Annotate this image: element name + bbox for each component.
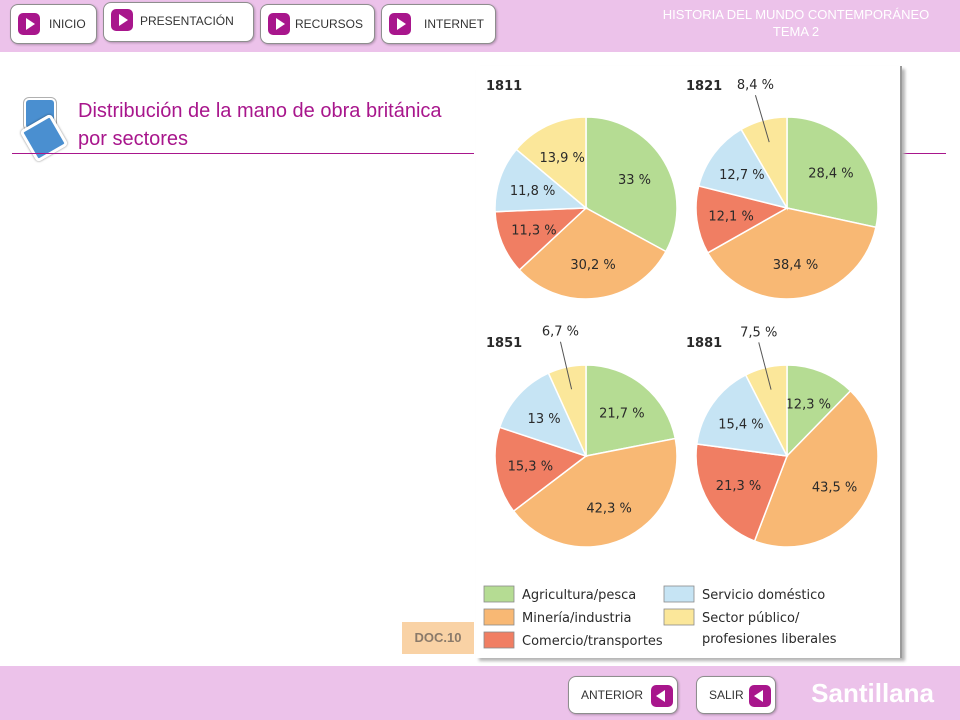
slice-label: 21,3 % [716,479,761,494]
nav-button-recursos[interactable]: RECURSOS [260,4,375,44]
brand-logo: Santillana [811,678,934,708]
slice-label: 13 % [528,412,561,427]
pie-slice [786,116,879,229]
doc-label: DOC.10 [402,622,474,654]
slice-label: 33 % [618,173,651,188]
pie-slice [518,207,667,300]
legend-swatch [483,631,515,649]
bottom-bar: ANTERIOR SALIR Santillana [0,666,960,720]
nav-label: INICIO [49,17,86,31]
slice-label: 43,5 % [812,480,857,495]
course-subtitle-line: TEMA 2 [772,24,820,39]
slice-label: 13,9 % [539,151,584,166]
pie-title: 1881 [686,336,722,351]
slice-label: 7,5 % [740,325,777,340]
pie-slice [515,116,587,210]
pie-slice [697,128,789,210]
exit-button[interactable]: SALIR [696,676,776,714]
play-icon [18,13,40,35]
leader-line [559,341,573,390]
legend-label: Minería/industria [522,611,632,626]
pie-slice [695,373,789,457]
slice-label: 11,8 % [510,184,555,199]
course-title: HISTORIA DEL MUNDO CONTEMPORÁNEO TEMA 2 [646,6,946,40]
legend-swatch [663,608,695,626]
legend-label: Servicio doméstico [702,588,825,603]
nav-label: PRESENTACIÓN [140,14,234,28]
legend-swatch [663,585,695,603]
leader-line [754,95,770,143]
document-icon [19,96,70,163]
pie-slice [786,364,852,458]
legend-label: Sector público/ [702,611,800,626]
nav-button-presentacion[interactable]: PRESENTACIÓN [103,2,254,42]
slice-label: 6,7 % [542,325,579,340]
slice-label: 30,2 % [570,258,615,273]
legend-label: profesiones liberales [702,632,837,647]
slice-label: 12,3 % [786,398,831,413]
pie-title: 1811 [486,79,522,94]
pie-slice [498,372,588,458]
page-title: Distribución de la mano de obra británic… [78,100,442,150]
slice-label: 42,3 % [586,501,631,516]
slice-label: 15,3 % [508,459,553,474]
back-icon [749,685,771,707]
pie-slice [753,389,879,548]
pie-slice [494,426,588,513]
play-icon [389,13,411,35]
play-icon [111,9,133,31]
top-bar: INICIO PRESENTACIÓN RECURSOS INTERNET HI… [0,0,960,52]
nav-label: INTERNET [424,17,484,31]
pie-slice [512,437,678,548]
pie-slice [494,207,588,272]
legend-swatch [483,608,515,626]
pie-slice [494,148,588,213]
pie-charts-svg: 1811 33 % 30,2 % 11,3 % 11,8 % 13,9 % 1821 28,4… [483,78,879,649]
previous-button[interactable]: ANTERIOR [568,676,678,714]
slice-label: 38,4 % [773,258,818,273]
legend-label: Agricultura/pesca [522,588,636,603]
nav-label: RECURSOS [295,17,364,31]
slice-label: 11,3 % [511,224,556,239]
slice-label: 12,1 % [708,210,753,225]
slice-label: 12,7 % [719,168,764,183]
course-title-line: HISTORIA DEL MUNDO CONTEMPORÁNEO [662,7,930,22]
slice-label: 8,4 % [737,78,774,93]
legend-swatch [483,585,515,603]
slice-label: 28,4 % [808,167,853,182]
leader-line [758,342,772,390]
divider [12,153,474,154]
pie-charts-figure: 1811 33 % 30,2 % 11,3 % 11,8 % 13,9 % 1821 28,4… [476,66,902,658]
pie-slice [585,116,678,253]
divider [900,153,946,154]
pie-title: 1821 [686,79,722,94]
back-icon [651,685,673,707]
previous-label: ANTERIOR [581,688,644,702]
pie-slice [695,443,789,542]
slice-label: 15,4 % [718,417,763,432]
play-icon [268,13,290,35]
pie-title: 1851 [486,336,522,351]
nav-button-inicio[interactable]: INICIO [10,4,97,44]
nav-button-internet[interactable]: INTERNET [381,4,496,44]
legend-label: Comercio/transportes [522,634,663,649]
slice-label: 21,7 % [599,406,644,421]
pie-slice [706,207,877,300]
pie-slice [585,364,677,457]
exit-label: SALIR [709,688,744,702]
